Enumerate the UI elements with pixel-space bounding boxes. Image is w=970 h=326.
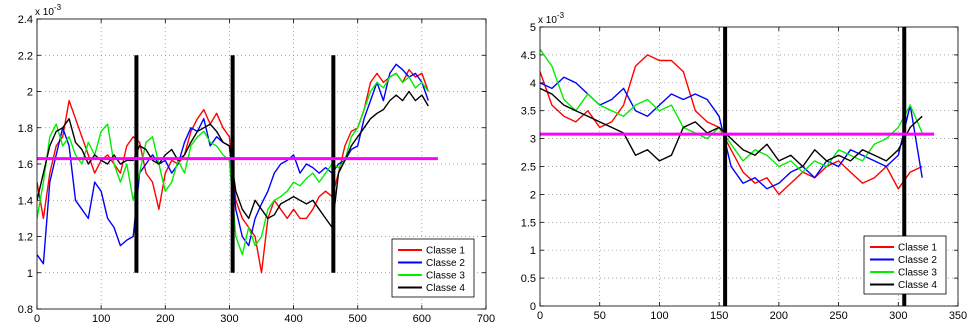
x-tick-label: 150 [710, 310, 728, 322]
legend-label: Classe 2 [426, 258, 465, 269]
x-tick-label: 0 [537, 310, 543, 322]
x-tick-label: 300 [220, 313, 238, 325]
y-tick-label: 4.5 [521, 50, 536, 62]
x-tick-label: 50 [594, 310, 606, 322]
legend-label: Classe 1 [898, 243, 937, 254]
y-tick-label: 0.5 [521, 273, 536, 285]
y-tick-label: 4 [530, 78, 536, 90]
chart-2: 0 50 100 150 200 250 300 350 0 0.5 1 1.5 2 2.5 3 3.5 4 4.… [521, 11, 967, 322]
y-exponent-label: x 10-3 [538, 11, 565, 26]
y-tick-label: 1.8 [18, 123, 33, 135]
x-tick-label: 100 [92, 313, 110, 325]
plot-frame [539, 26, 959, 307]
y-tick-label: 3 [530, 134, 536, 146]
y-tick-label: 2 [27, 87, 33, 99]
y-tick-label: 1.2 [18, 232, 33, 244]
y-tick-label: 2.5 [521, 162, 536, 174]
x-tick-label: 250 [829, 310, 847, 322]
x-tick-label: 200 [156, 313, 174, 325]
chart-1: 0 100 200 300 400 500 600 700 0.8 1 1.2 1.4 1.6 1.8 2 2… [18, 3, 495, 325]
x-tick-label: 0 [34, 313, 40, 325]
series-line-classe-4 [540, 87, 923, 168]
series-line-classe-1 [540, 54, 923, 196]
x-tick-label: 350 [949, 310, 967, 322]
y-tick-label: 3.5 [521, 106, 536, 118]
x-tick-label: 600 [413, 313, 431, 325]
legend-label: Classe 3 [898, 268, 937, 279]
y-exponent-power: -3 [557, 11, 565, 20]
series-group [37, 55, 438, 274]
y-tick-label: 2 [530, 189, 536, 201]
y-tick-label: 0.8 [18, 304, 33, 316]
y-tick-label: 1.4 [18, 195, 33, 207]
y-tick-label: 1.6 [18, 159, 33, 171]
legend-label: Classe 3 [426, 271, 465, 282]
x-tick-label: 500 [349, 313, 367, 325]
legend-label: Classe 1 [426, 246, 465, 257]
y-exponent-label: x 10-3 [35, 3, 62, 18]
x-tick-label: 300 [889, 310, 907, 322]
y-exponent-power: -3 [54, 3, 62, 12]
y-tick-label: 5 [530, 22, 536, 34]
series-line-classe-3 [540, 48, 923, 173]
legend-label: Classe 2 [898, 255, 937, 266]
x-tick-label: 200 [770, 310, 788, 322]
y-tick-label: 2.4 [18, 14, 33, 26]
legend-label: Classe 4 [426, 283, 465, 294]
y-tick-label: 1.5 [521, 217, 536, 229]
legend-label: Classe 4 [898, 280, 937, 291]
x-tick-label: 700 [477, 313, 495, 325]
y-tick-label: 1 [530, 245, 536, 257]
x-tick-label: 400 [284, 313, 302, 325]
plot-frame [36, 18, 487, 310]
y-tick-label: 2.2 [18, 50, 33, 62]
y-tick-label: 1 [27, 268, 33, 280]
x-tick-label: 100 [650, 310, 668, 322]
y-tick-label: 0 [530, 301, 536, 313]
